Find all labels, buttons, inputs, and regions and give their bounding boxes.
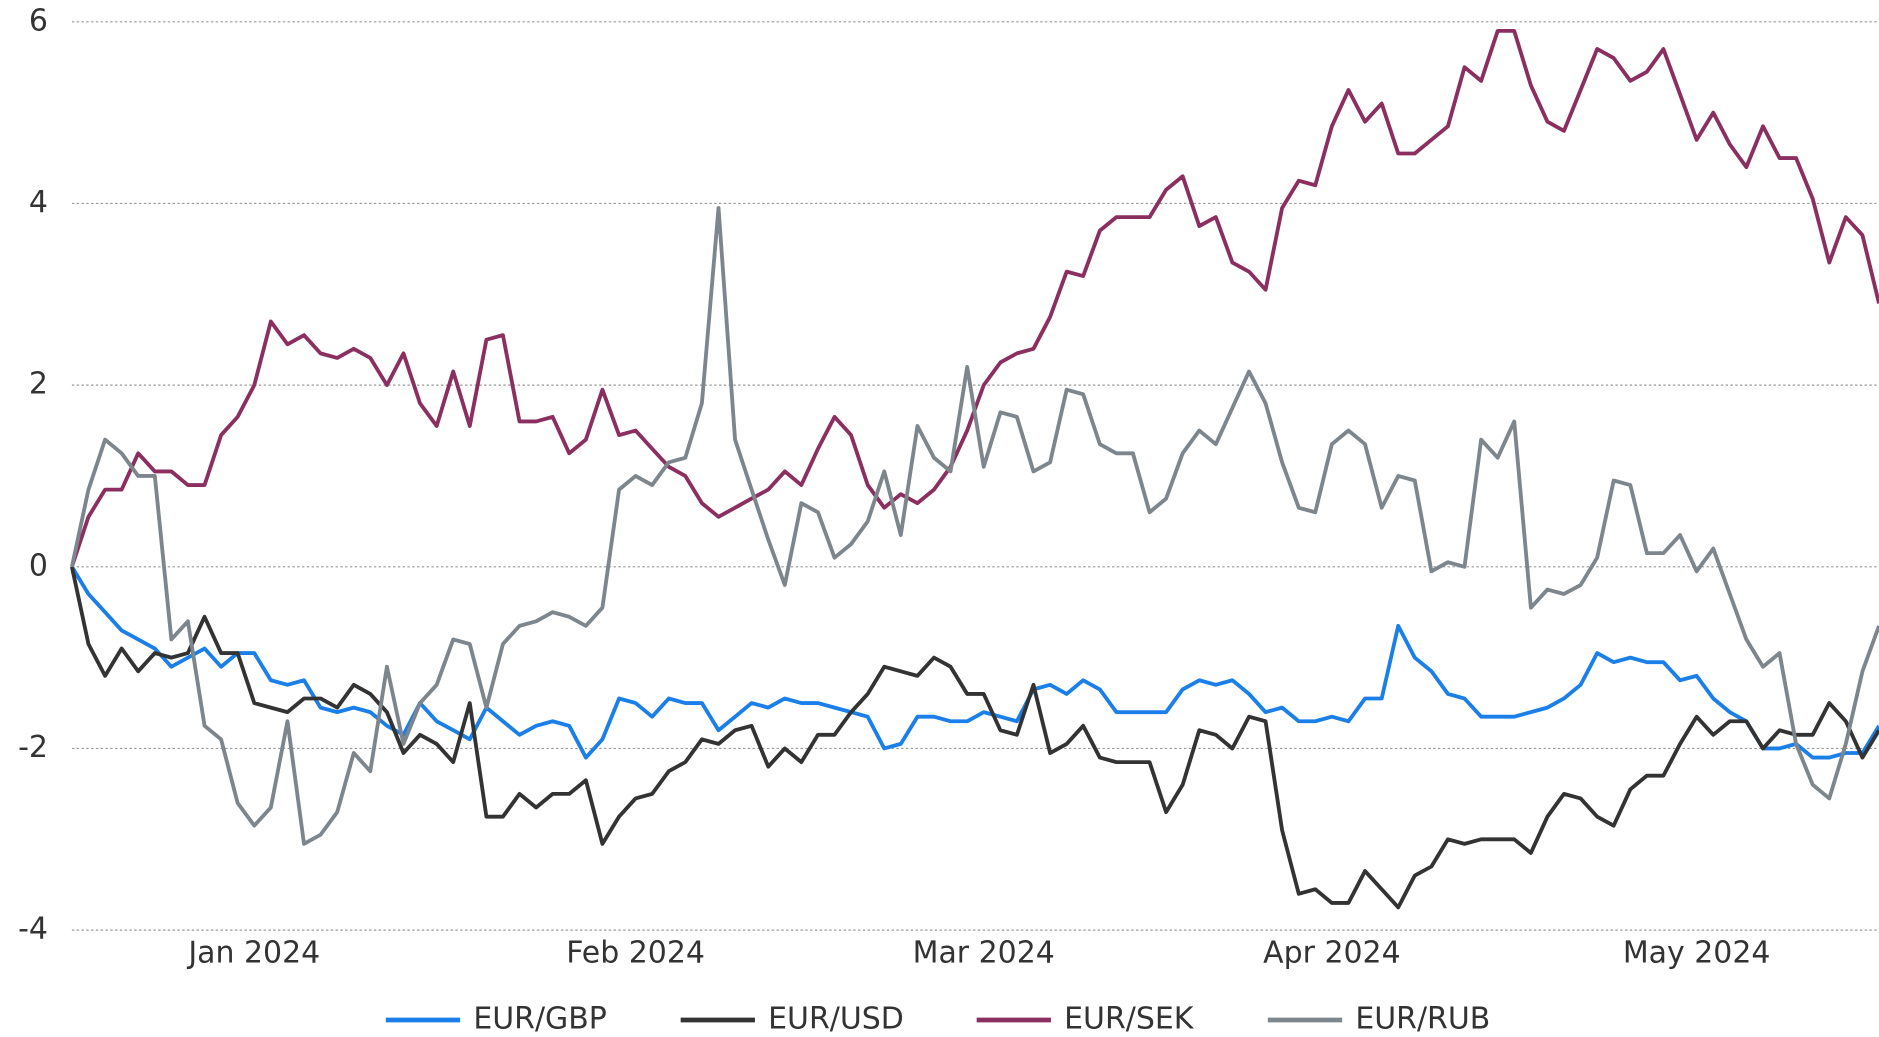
- legend-label: EUR/GBP: [473, 1002, 607, 1037]
- y-tick-label: -2: [18, 730, 48, 765]
- x-tick-label: Jan 2024: [186, 936, 320, 971]
- x-tick-label: Apr 2024: [1263, 936, 1401, 971]
- y-tick-label: -4: [18, 912, 48, 947]
- series-line: [70, 565, 1879, 760]
- legend-label: EUR/USD: [768, 1002, 904, 1037]
- series-line: [70, 28, 1879, 568]
- series-line: [70, 206, 1879, 846]
- y-tick-label: 0: [29, 548, 48, 583]
- x-tick-label: May 2024: [1623, 936, 1771, 971]
- y-tick-label: 2: [29, 367, 48, 402]
- y-tick-label: 6: [29, 3, 48, 38]
- legend-label: EUR/SEK: [1064, 1002, 1195, 1037]
- y-tick-label: 4: [29, 185, 48, 220]
- series-line: [70, 566, 1879, 910]
- legend-label: EUR/RUB: [1355, 1002, 1490, 1037]
- x-tick-label: Mar 2024: [913, 936, 1055, 971]
- x-tick-label: Feb 2024: [566, 936, 705, 971]
